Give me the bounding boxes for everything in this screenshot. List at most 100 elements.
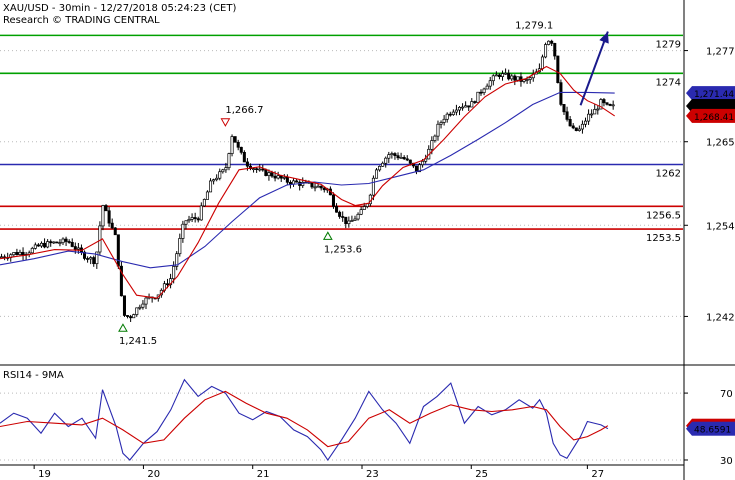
candle-body xyxy=(593,109,597,115)
candle-body xyxy=(227,153,231,169)
candle-body xyxy=(215,177,219,181)
candle-body xyxy=(144,297,148,305)
candle-body xyxy=(21,251,25,256)
pivot-1262-label: 1262 xyxy=(656,169,681,180)
price-badge-label: 1,268.41 xyxy=(694,113,734,123)
candle-body xyxy=(596,108,600,111)
candle-body xyxy=(516,76,520,81)
candle-body xyxy=(399,157,403,159)
candle-body xyxy=(436,123,440,137)
candle-body xyxy=(212,179,216,182)
candle-body xyxy=(319,185,323,189)
candle-body xyxy=(568,119,572,127)
candle-body xyxy=(132,314,136,319)
candle-body xyxy=(387,154,391,159)
candle-body xyxy=(33,244,37,249)
low-marker-icon xyxy=(118,323,128,332)
candle-body xyxy=(113,227,117,236)
candle-body xyxy=(599,99,603,110)
candle-body xyxy=(365,203,369,207)
candle-body xyxy=(362,206,366,210)
candle-body xyxy=(565,111,569,120)
candle-body xyxy=(605,102,609,105)
candle-body xyxy=(473,101,477,103)
support-1253-5-label: 1253.5 xyxy=(646,233,681,244)
candle-body xyxy=(187,219,191,222)
time-tick-label: 23 xyxy=(366,469,379,480)
candle-body xyxy=(104,205,108,212)
rsi-title: RSI14 - 9MA xyxy=(3,370,64,381)
price-badge-label: 48.6591 xyxy=(694,426,731,436)
candle-body xyxy=(193,217,197,220)
candle-body xyxy=(73,246,77,250)
candle-body xyxy=(165,283,170,286)
price-badge-tip xyxy=(686,421,692,436)
candle-body xyxy=(221,169,225,173)
candle-body xyxy=(491,75,495,82)
rsi-ma-line xyxy=(0,390,609,448)
annotation-label: 1,253.6 xyxy=(324,244,362,255)
candle-body xyxy=(322,187,326,191)
candle-body xyxy=(230,136,234,154)
candle-body xyxy=(196,218,200,221)
candle-body xyxy=(513,75,517,81)
candle-body xyxy=(476,91,480,103)
candle-body xyxy=(12,252,16,256)
candle-body xyxy=(433,135,437,141)
chart-title: XAU/USD - 30min - 12/27/2018 05:24:23 (C… xyxy=(3,3,236,14)
candle-body xyxy=(350,220,354,222)
candle-body xyxy=(116,234,120,267)
price-badge-tip xyxy=(686,99,692,114)
candle-body xyxy=(252,168,256,170)
candle-body xyxy=(335,206,339,213)
annotation-label: 1,266.7 xyxy=(225,105,263,116)
price-tick-label: 1,254 xyxy=(706,221,735,232)
candle-body xyxy=(181,223,185,239)
forecast-arrow-head xyxy=(599,31,609,44)
candle-body xyxy=(393,153,397,157)
candle-body xyxy=(544,44,548,58)
candle-body xyxy=(547,40,551,45)
candle-body xyxy=(98,225,102,253)
candle-body xyxy=(236,141,240,148)
price-tick-label: 1,265 xyxy=(706,138,735,149)
candle-body xyxy=(439,122,443,125)
candle-body xyxy=(528,77,532,80)
candle-body xyxy=(611,104,615,107)
candle-body xyxy=(110,222,114,229)
candle-body xyxy=(129,316,133,319)
price-badge-tip xyxy=(686,108,692,123)
candle-body xyxy=(172,266,176,280)
candle-body xyxy=(141,303,145,308)
candle-body xyxy=(608,103,612,106)
candle-body xyxy=(378,165,382,171)
candle-body xyxy=(273,175,277,179)
annotation-label: 1,279.1 xyxy=(515,21,553,32)
badge-layer: 1,271.441,269.691,268.4150.544348.6591 xyxy=(686,86,735,436)
candle-body xyxy=(175,253,179,267)
candle-body xyxy=(107,210,111,224)
lines-layer xyxy=(0,65,616,299)
candle-body xyxy=(442,118,446,123)
candle-body xyxy=(479,91,483,94)
candle-body xyxy=(199,205,203,221)
candle-body xyxy=(580,123,584,130)
resistance-1279-label: 1279 xyxy=(656,39,681,50)
candle-body xyxy=(89,257,93,260)
candle-body xyxy=(359,209,363,215)
candle-body xyxy=(119,265,123,297)
candle-body xyxy=(58,242,62,245)
candle-body xyxy=(184,220,188,225)
time-tick-label: 20 xyxy=(147,469,160,480)
candle-body xyxy=(396,155,400,159)
candle-body xyxy=(313,186,317,189)
candle-body xyxy=(353,218,357,221)
candle-body xyxy=(92,257,96,265)
candle-body xyxy=(562,104,566,113)
candle-body xyxy=(574,127,578,131)
candle-body xyxy=(178,238,182,255)
candle-body xyxy=(485,85,489,90)
candle-body xyxy=(270,172,274,177)
candle-body xyxy=(470,101,474,108)
